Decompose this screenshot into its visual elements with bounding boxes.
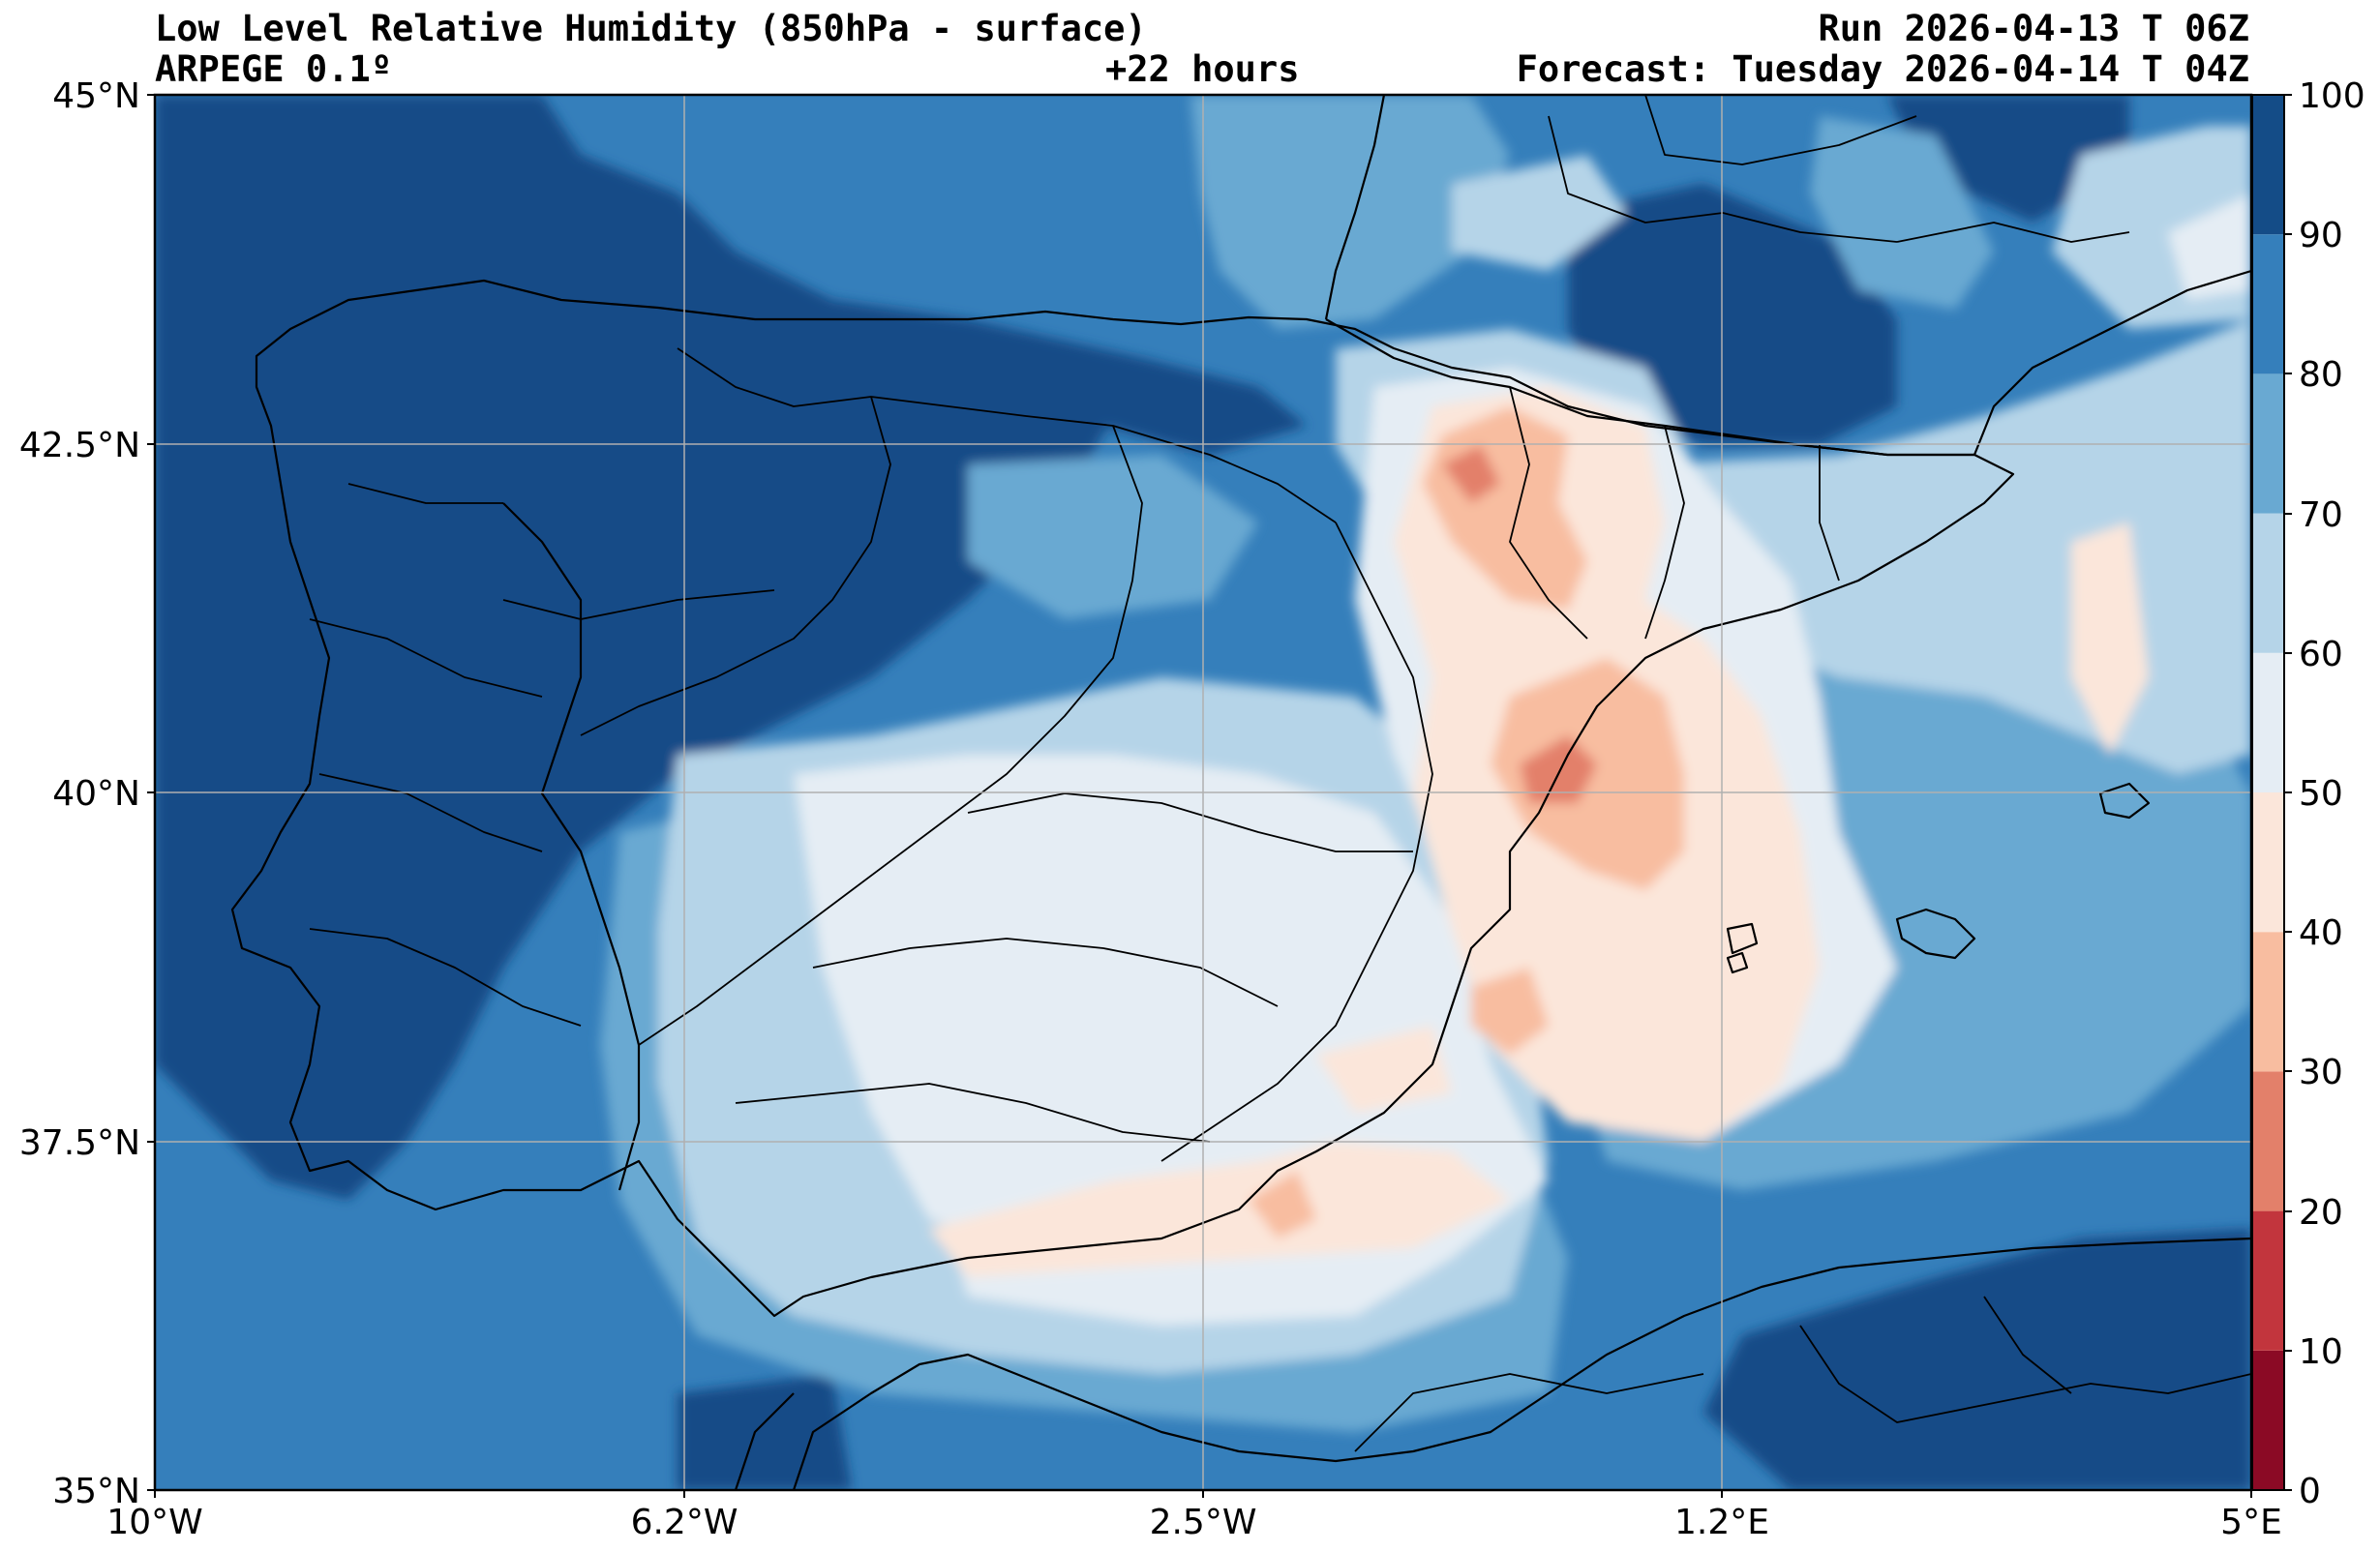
lon-label-5e: 5°E — [2220, 1503, 2282, 1542]
colorbar-bin-30-40 — [2252, 932, 2284, 1072]
colorbar-label-70: 70 — [2299, 495, 2343, 535]
colorbar-label-90: 90 — [2299, 216, 2343, 255]
colorbar-label-30: 30 — [2299, 1053, 2343, 1092]
colorbar-bin-80-90 — [2252, 234, 2284, 374]
lon-label-1-2e: 1.2°E — [1674, 1503, 1769, 1542]
lon-label-10w: 10°W — [106, 1503, 202, 1542]
colorbar-label-80: 80 — [2299, 355, 2343, 395]
colorbar-bin-0-10 — [2252, 1350, 2284, 1490]
lat-label-40: 40°N — [52, 774, 140, 814]
colorbar-label-0: 0 — [2299, 1472, 2321, 1511]
axis-ticks — [147, 94, 2252, 1498]
colorbar-label-50: 50 — [2299, 774, 2343, 814]
lon-label-6-2w: 6.2°W — [631, 1503, 738, 1542]
forecast-label: Forecast: Tuesday 2026-04-14 T 04Z — [1516, 48, 2249, 90]
colorbar-bin-20-30 — [2252, 1071, 2284, 1211]
colorbar-label-60: 60 — [2299, 635, 2343, 674]
lon-label-2-5w: 2.5°W — [1150, 1503, 1257, 1542]
lead-time-label: +22 hours — [1105, 48, 1300, 90]
colorbar-bin-50-60 — [2252, 652, 2284, 792]
map-title: Low Level Relative Humidity (850hPa - su… — [155, 8, 1147, 49]
colorbar-label-20: 20 — [2299, 1193, 2343, 1233]
lat-label-45: 45°N — [52, 76, 140, 116]
run-label: Run 2026-04-13 T 06Z — [1818, 8, 2249, 49]
model-label: ARPEGE 0.1º — [155, 48, 393, 90]
colorbar-bin-10-20 — [2252, 1210, 2284, 1351]
colorbar-bin-70-80 — [2252, 373, 2284, 514]
lat-label-37-5: 37.5°N — [19, 1123, 140, 1163]
colorbar-bin-60-70 — [2252, 513, 2284, 653]
colorbar-label-10: 10 — [2299, 1332, 2343, 1372]
lat-label-35: 35°N — [52, 1472, 140, 1511]
colorbar-label-100: 100 — [2299, 76, 2365, 116]
colorbar-label-40: 40 — [2299, 913, 2343, 953]
colorbar-bin-90-100 — [2252, 95, 2284, 235]
coastlines-and-borders — [230, 95, 2251, 1490]
graticule — [155, 95, 2251, 1490]
colorbar: 100 90 80 70 60 50 40 30 20 10 0 — [2251, 76, 2365, 1511]
lat-label-42-5: 42.5°N — [19, 426, 140, 465]
colorbar-bin-40-50 — [2252, 792, 2284, 933]
